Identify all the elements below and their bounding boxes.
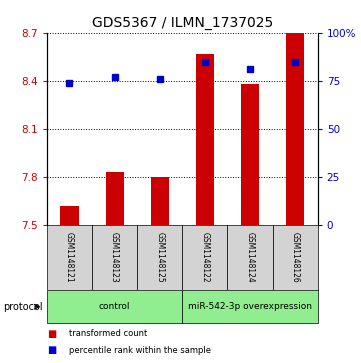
Text: ■: ■ [47, 345, 56, 355]
Bar [47, 290, 182, 323]
Text: GSM1148122: GSM1148122 [200, 232, 209, 283]
Bar [47, 225, 92, 290]
Bar [273, 225, 318, 290]
Bar [182, 290, 318, 323]
Text: ■: ■ [47, 329, 56, 339]
Text: GSM1148123: GSM1148123 [110, 232, 119, 283]
Bar [241, 84, 259, 225]
Bar [151, 177, 169, 225]
Bar [61, 206, 79, 225]
Text: control: control [99, 302, 130, 311]
Text: GSM1148121: GSM1148121 [65, 232, 74, 283]
Text: GSM1148124: GSM1148124 [245, 232, 255, 283]
Bar [137, 225, 182, 290]
Text: transformed count: transformed count [69, 330, 147, 338]
Bar [105, 172, 123, 225]
Text: miR-542-3p overexpression: miR-542-3p overexpression [188, 302, 312, 311]
Text: protocol: protocol [4, 302, 43, 312]
Bar [92, 225, 137, 290]
Bar [196, 53, 214, 225]
Title: GDS5367 / ILMN_1737025: GDS5367 / ILMN_1737025 [92, 16, 273, 30]
Bar [227, 225, 273, 290]
Bar [182, 225, 227, 290]
Bar [286, 33, 304, 225]
Text: GSM1148126: GSM1148126 [291, 232, 300, 283]
Text: percentile rank within the sample: percentile rank within the sample [69, 346, 210, 355]
Text: GSM1148125: GSM1148125 [155, 232, 164, 283]
